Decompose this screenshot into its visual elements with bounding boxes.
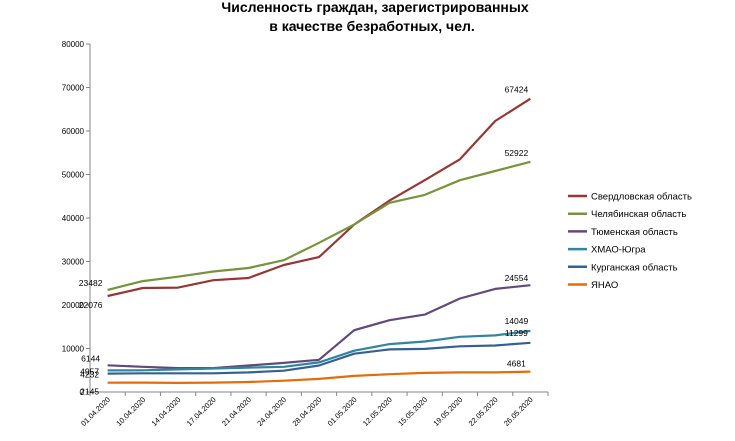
x-axis-ticks: 01.04.2020 10.04.2020 14.04.2020 17.04.2020… (79, 392, 549, 428)
legend-label: ХМАО-Югра (591, 245, 646, 256)
start-value-label: 22076 (79, 300, 103, 310)
x-tick-label: 19.05.2020 (431, 395, 464, 428)
start-value-label: 23482 (79, 278, 103, 288)
x-tick-label: 21.04.2020 (220, 395, 253, 428)
start-value-label: 6144 (81, 353, 100, 363)
x-tick-label: 15.05.2020 (396, 395, 429, 428)
start-value-label: 4957 (80, 366, 99, 376)
series-line (107, 284, 531, 370)
start-value-label: 2145 (80, 387, 99, 397)
end-value-label: 4681 (507, 359, 526, 369)
y-tick-label: 50000 (62, 171, 85, 180)
y-tick-label: 70000 (62, 84, 85, 93)
y-tick-label: 40000 (62, 214, 85, 223)
y-tick-label: 10000 (62, 345, 85, 354)
x-tick-label: 14.04.2020 (150, 395, 183, 428)
data-labels: 22076 67424 23482 52922 6144 24554 4957 14049 42… (79, 85, 529, 397)
x-tick-label: 24.04.2020 (255, 395, 288, 428)
start-value-label: 4232 (80, 370, 99, 380)
series-line (107, 370, 531, 384)
y-tick-label: 30000 (62, 258, 85, 267)
x-tick-label: 26.05.2020 (502, 395, 535, 428)
legend-label: ЯНАО (591, 280, 618, 291)
chart-title-line-2: в качестве безработных, чел. (269, 18, 475, 34)
legend-label: Курганская область (591, 262, 678, 273)
x-tick-label: 01.04.2020 (79, 395, 112, 428)
end-value-label: 14049 (505, 316, 529, 326)
series-line (107, 97, 531, 298)
x-tick-label: 01.05.2020 (326, 395, 359, 428)
y-axis-ticks: 0 10000 20000 30000 40000 50000 60000 70000 8000… (62, 40, 90, 397)
end-value-label: 52922 (505, 148, 529, 158)
series-line (107, 341, 531, 375)
legend-label: Свердловская область (591, 192, 692, 203)
legend-label: Тюменская область (591, 227, 678, 238)
end-value-label: 67424 (505, 85, 529, 95)
y-tick-label: 0 (80, 388, 85, 397)
end-value-label: 11299 (505, 328, 528, 338)
y-tick-label: 20000 (62, 301, 85, 310)
y-tick-label: 60000 (62, 127, 85, 136)
legend-label: Челябинская область (591, 209, 686, 220)
axes (89, 44, 548, 393)
series-line (107, 329, 531, 372)
y-tick-label: 80000 (62, 40, 85, 49)
chart-title-line-1: Численность граждан, зарегистрированных (221, 0, 528, 15)
x-tick-label: 10.04.2020 (114, 395, 147, 428)
end-value-label: 24554 (505, 273, 529, 283)
series-lines (107, 97, 531, 384)
x-tick-label: 28.04.2020 (291, 395, 324, 428)
x-tick-label: 22.05.2020 (467, 395, 500, 428)
x-tick-label: 17.04.2020 (185, 395, 218, 428)
legend: Свердловская область Челябинская область Т… (568, 192, 692, 291)
x-tick-label: 12.05.2020 (361, 395, 394, 428)
series-line (107, 160, 531, 291)
